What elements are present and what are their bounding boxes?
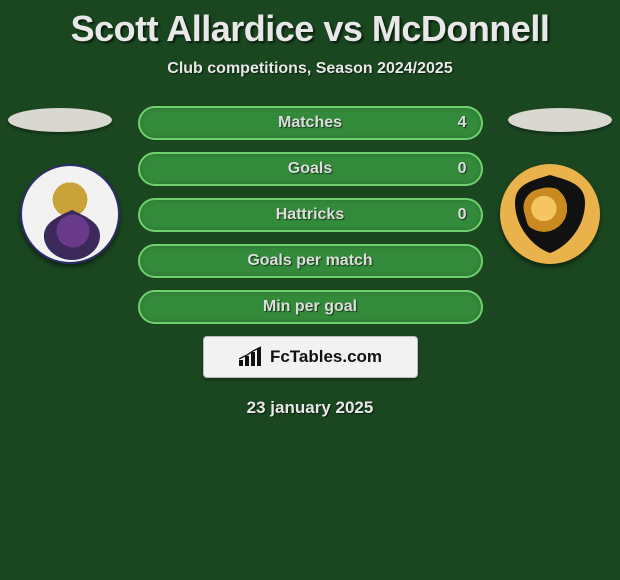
stat-row-min-per-goal: Min per goal <box>138 290 483 324</box>
stat-row-goals-per-match: Goals per match <box>138 244 483 278</box>
page-title: Scott Allardice vs McDonnell <box>0 8 620 50</box>
brand-text: FcTables.com <box>270 347 382 367</box>
stat-row-goals: Goals 0 <box>138 152 483 186</box>
brand-link[interactable]: FcTables.com <box>203 336 418 378</box>
date-label: 23 january 2025 <box>0 398 620 418</box>
stat-rows: Matches 4 Goals 0 Hattricks 0 Goals per … <box>138 106 483 324</box>
stat-label: Matches <box>278 114 342 132</box>
stats-area: Matches 4 Goals 0 Hattricks 0 Goals per … <box>0 106 620 418</box>
player-photo-placeholder-left <box>8 108 112 132</box>
stat-value-right: 0 <box>458 206 467 224</box>
stat-label: Goals per match <box>247 252 372 270</box>
player-photo-placeholder-right <box>508 108 612 132</box>
club-crest-left <box>20 164 120 264</box>
stat-label: Hattricks <box>276 206 344 224</box>
stat-row-matches: Matches 4 <box>138 106 483 140</box>
stat-label: Min per goal <box>263 298 357 316</box>
stat-value-right: 0 <box>458 160 467 178</box>
subtitle: Club competitions, Season 2024/2025 <box>0 60 620 78</box>
stat-label: Goals <box>288 160 332 178</box>
bar-chart-icon <box>238 346 264 368</box>
comparison-card: Scott Allardice vs McDonnell Club compet… <box>0 0 620 418</box>
stat-value-right: 4 <box>458 114 467 132</box>
club-crest-right <box>500 164 600 264</box>
shield-icon <box>515 175 585 253</box>
stat-row-hattricks: Hattricks 0 <box>138 198 483 232</box>
